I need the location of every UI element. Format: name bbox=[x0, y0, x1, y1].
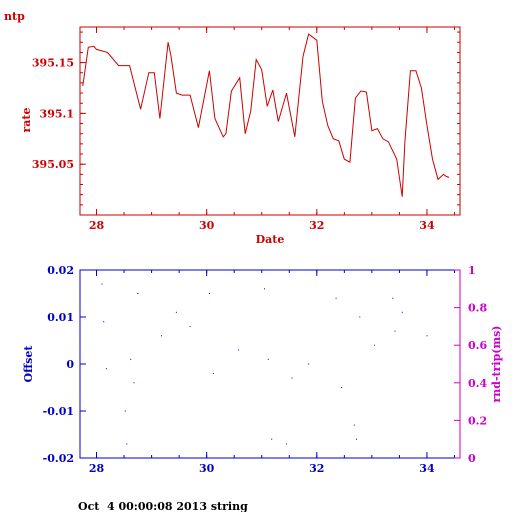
x-tick-label: 34 bbox=[419, 462, 435, 475]
offset-point bbox=[130, 358, 132, 360]
offset-point bbox=[374, 344, 376, 346]
y-tick-label: 0.4 bbox=[468, 377, 487, 390]
offset-point bbox=[238, 349, 240, 351]
top-series bbox=[82, 33, 450, 197]
y-tick-label: 0.2 bbox=[468, 414, 487, 427]
offset-point bbox=[133, 382, 135, 384]
y-tick-label: 0.8 bbox=[468, 302, 487, 315]
bottom-ylabel-right: rnd-trip(ms) bbox=[490, 325, 503, 402]
top-xticks: 28 30 32 34 bbox=[89, 27, 455, 232]
bottom-yticks-right: 0 0.2 0.4 0.6 0.8 1 bbox=[454, 264, 487, 465]
y-tick-label: 395.05 bbox=[32, 158, 74, 171]
offset-point bbox=[286, 443, 287, 445]
x-tick-label: 30 bbox=[199, 462, 215, 475]
offset-point bbox=[175, 311, 177, 313]
offset-point bbox=[208, 293, 210, 294]
y-tick-label: 395.15 bbox=[32, 57, 74, 70]
offset-point bbox=[291, 377, 293, 379]
y-tick-label: 0 bbox=[468, 452, 476, 465]
offset-point bbox=[103, 321, 105, 323]
offset-point bbox=[359, 316, 361, 318]
offset-point bbox=[137, 293, 139, 294]
top-yticks: 395.05 395.1 395.15 bbox=[32, 31, 460, 216]
x-tick-label: 34 bbox=[419, 219, 435, 232]
rate-series-line bbox=[82, 33, 450, 197]
offset-point bbox=[267, 358, 269, 360]
x-tick-label: 32 bbox=[309, 462, 324, 475]
y-tick-label: 0.01 bbox=[47, 311, 74, 324]
offset-point bbox=[356, 438, 357, 440]
offset-point bbox=[264, 288, 265, 290]
offset-point bbox=[335, 297, 337, 299]
offset-point bbox=[124, 410, 126, 412]
y-tick-label: -0.02 bbox=[43, 452, 74, 465]
offset-point bbox=[212, 372, 214, 374]
offset-point bbox=[394, 330, 396, 332]
bottom-xticks: 28 30 32 34 bbox=[89, 270, 455, 475]
footer-text: Oct 4 00:00:08 2013 string bbox=[78, 500, 248, 512]
y-tick-label: -0.01 bbox=[43, 405, 74, 418]
y-tick-label: 0.6 bbox=[468, 339, 487, 352]
bottom-plot: Offset rnd-trip(ms) 28 30 32 34 -0.02 -0.01 0… bbox=[22, 264, 503, 475]
offset-point bbox=[271, 438, 273, 440]
offset-point bbox=[353, 424, 355, 426]
x-tick-label: 30 bbox=[199, 219, 215, 232]
offset-point bbox=[189, 325, 191, 327]
offset-point bbox=[105, 368, 107, 370]
offset-point bbox=[308, 363, 310, 365]
top-plot: ntp Date rate 28 30 32 34 395.05 395.1 395.15 bbox=[4, 10, 461, 246]
offset-point bbox=[341, 387, 343, 388]
bottom-ylabel: Offset bbox=[22, 345, 35, 383]
top-xlabel: Date bbox=[256, 233, 285, 246]
offset-point bbox=[161, 335, 162, 337]
y-tick-label: 0 bbox=[66, 358, 74, 371]
x-tick-label: 28 bbox=[89, 219, 105, 232]
x-tick-label: 32 bbox=[309, 219, 324, 232]
y-tick-label: 395.1 bbox=[40, 107, 74, 120]
y-tick-label: 0.02 bbox=[47, 264, 74, 277]
bottom-yticks: -0.02 -0.01 0 0.01 0.02 bbox=[43, 264, 86, 465]
top-plot-frame bbox=[79, 26, 461, 216]
offset-point bbox=[392, 297, 394, 299]
top-ylabel: rate bbox=[20, 107, 33, 132]
x-tick-label: 28 bbox=[89, 462, 105, 475]
offset-point bbox=[101, 283, 103, 285]
y-tick-label: 1 bbox=[468, 264, 476, 277]
corner-label: ntp bbox=[4, 10, 25, 23]
offset-point bbox=[126, 443, 128, 445]
offset-point bbox=[401, 311, 403, 313]
offset-point bbox=[426, 335, 428, 337]
bottom-series bbox=[101, 283, 428, 445]
bottom-plot-frame bbox=[79, 269, 461, 459]
